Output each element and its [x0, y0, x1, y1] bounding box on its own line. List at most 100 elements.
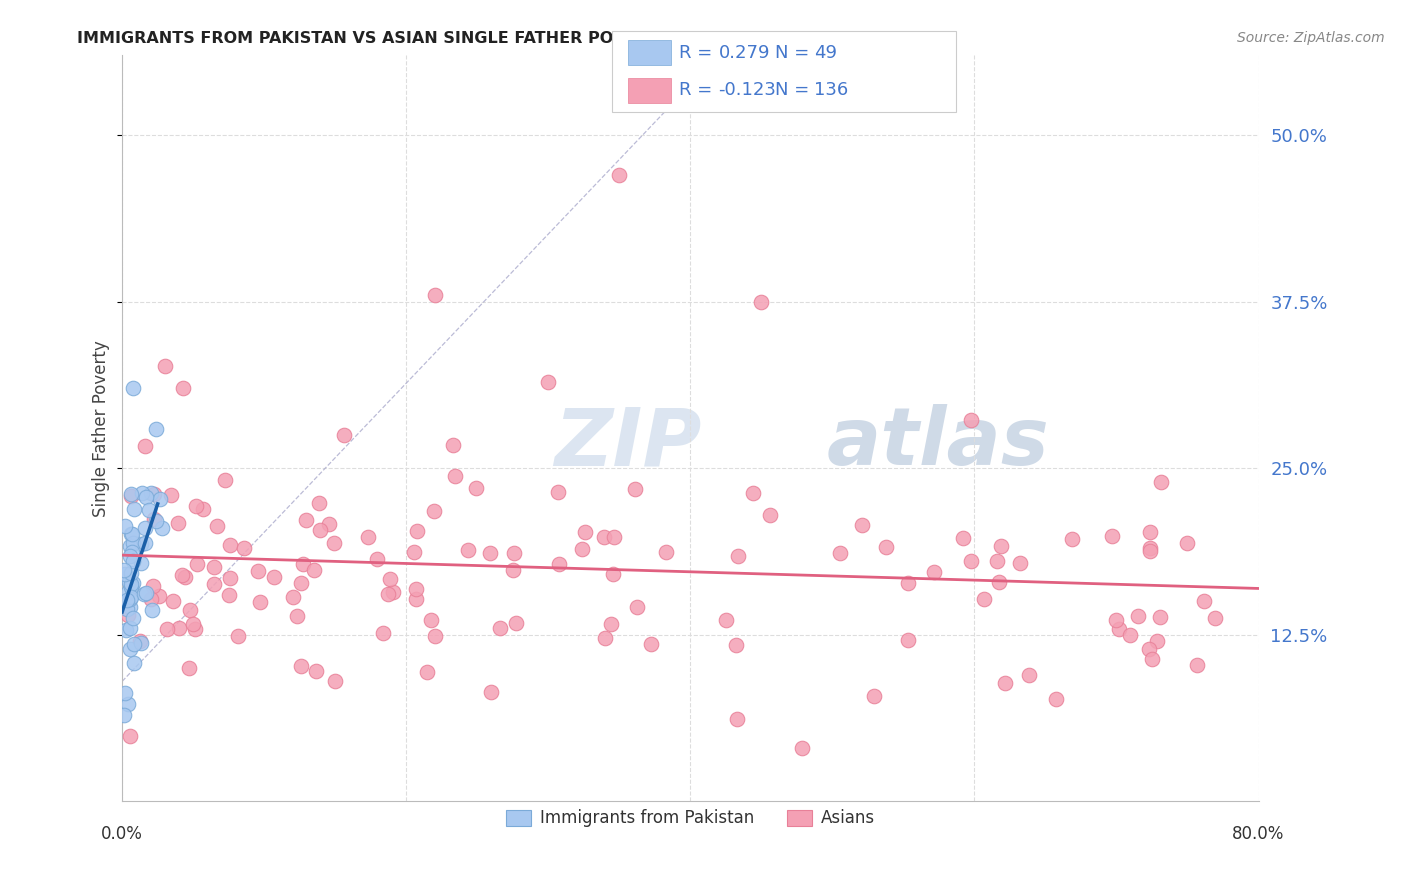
- Text: 136: 136: [814, 81, 848, 99]
- Point: [305, 664, 328, 678]
- Point: [117, 608, 139, 623]
- Point: [285, 608, 308, 623]
- Point: [156, 622, 179, 636]
- Point: [593, 530, 616, 544]
- Point: [120, 591, 142, 606]
- Point: [122, 657, 145, 671]
- Point: [1177, 536, 1199, 550]
- Point: [169, 621, 191, 635]
- Point: [141, 592, 163, 607]
- Point: [851, 518, 873, 533]
- Point: [114, 686, 136, 700]
- Point: [488, 621, 510, 635]
- Point: [1101, 529, 1123, 543]
- Point: [232, 541, 254, 555]
- Point: [167, 516, 190, 530]
- Point: [742, 486, 765, 500]
- Point: [145, 422, 167, 436]
- Point: [120, 527, 142, 541]
- Point: [148, 589, 170, 603]
- Point: [333, 427, 356, 442]
- Text: Source: ZipAtlas.com: Source: ZipAtlas.com: [1237, 31, 1385, 45]
- Point: [986, 554, 1008, 568]
- Point: [219, 571, 242, 585]
- Point: [121, 545, 143, 559]
- Point: [162, 594, 184, 608]
- Point: [404, 545, 426, 559]
- Point: [120, 591, 142, 605]
- Point: [308, 496, 330, 510]
- Point: [149, 492, 172, 507]
- Point: [135, 586, 157, 600]
- Point: [177, 661, 200, 675]
- Point: [725, 712, 748, 726]
- Text: atlas: atlas: [827, 404, 1049, 482]
- Point: [129, 557, 152, 571]
- Point: [990, 540, 1012, 554]
- Point: [600, 617, 623, 632]
- Point: [263, 569, 285, 583]
- Point: [1139, 544, 1161, 558]
- Point: [183, 622, 205, 636]
- Point: [218, 588, 240, 602]
- Point: [603, 530, 626, 544]
- Point: [366, 552, 388, 566]
- Point: [214, 473, 236, 487]
- Point: [405, 582, 427, 596]
- Point: [129, 536, 152, 550]
- Point: [120, 642, 142, 657]
- Point: [547, 558, 569, 572]
- Point: [143, 487, 166, 501]
- Point: [602, 566, 624, 581]
- Point: [922, 565, 945, 579]
- Point: [181, 617, 204, 632]
- Point: [1118, 628, 1140, 642]
- Point: [505, 616, 527, 631]
- Point: [1140, 652, 1163, 666]
- Point: [547, 484, 569, 499]
- Point: [322, 535, 344, 549]
- Point: [1139, 525, 1161, 540]
- Point: [112, 563, 135, 577]
- Point: [174, 569, 197, 583]
- Point: [423, 288, 446, 302]
- Point: [382, 585, 405, 599]
- Point: [405, 524, 427, 539]
- Point: [959, 554, 981, 568]
- Point: [117, 585, 139, 599]
- Point: [457, 543, 479, 558]
- Point: [420, 613, 443, 627]
- Text: R =: R =: [679, 44, 718, 62]
- Point: [1139, 641, 1161, 656]
- Point: [654, 545, 676, 559]
- Point: [204, 577, 226, 591]
- Point: [172, 381, 194, 395]
- Point: [465, 481, 488, 495]
- Point: [1149, 610, 1171, 624]
- Point: [114, 518, 136, 533]
- Point: [1018, 668, 1040, 682]
- Point: [537, 375, 560, 389]
- Point: [790, 741, 813, 756]
- Point: [422, 504, 444, 518]
- Point: [1104, 613, 1126, 627]
- Point: [121, 381, 143, 395]
- Point: [135, 490, 157, 504]
- Point: [290, 658, 312, 673]
- Point: [960, 413, 983, 427]
- Point: [1146, 634, 1168, 648]
- Point: [875, 540, 897, 554]
- Point: [371, 626, 394, 640]
- Point: [1045, 692, 1067, 706]
- Point: [478, 546, 501, 560]
- Point: [120, 489, 142, 503]
- Text: R =: R =: [679, 81, 718, 99]
- Point: [1194, 594, 1216, 608]
- Point: [318, 517, 340, 532]
- Point: [759, 508, 782, 522]
- Point: [751, 294, 773, 309]
- Point: [120, 580, 142, 594]
- Point: [226, 629, 249, 643]
- Point: [502, 563, 524, 577]
- Point: [727, 549, 749, 564]
